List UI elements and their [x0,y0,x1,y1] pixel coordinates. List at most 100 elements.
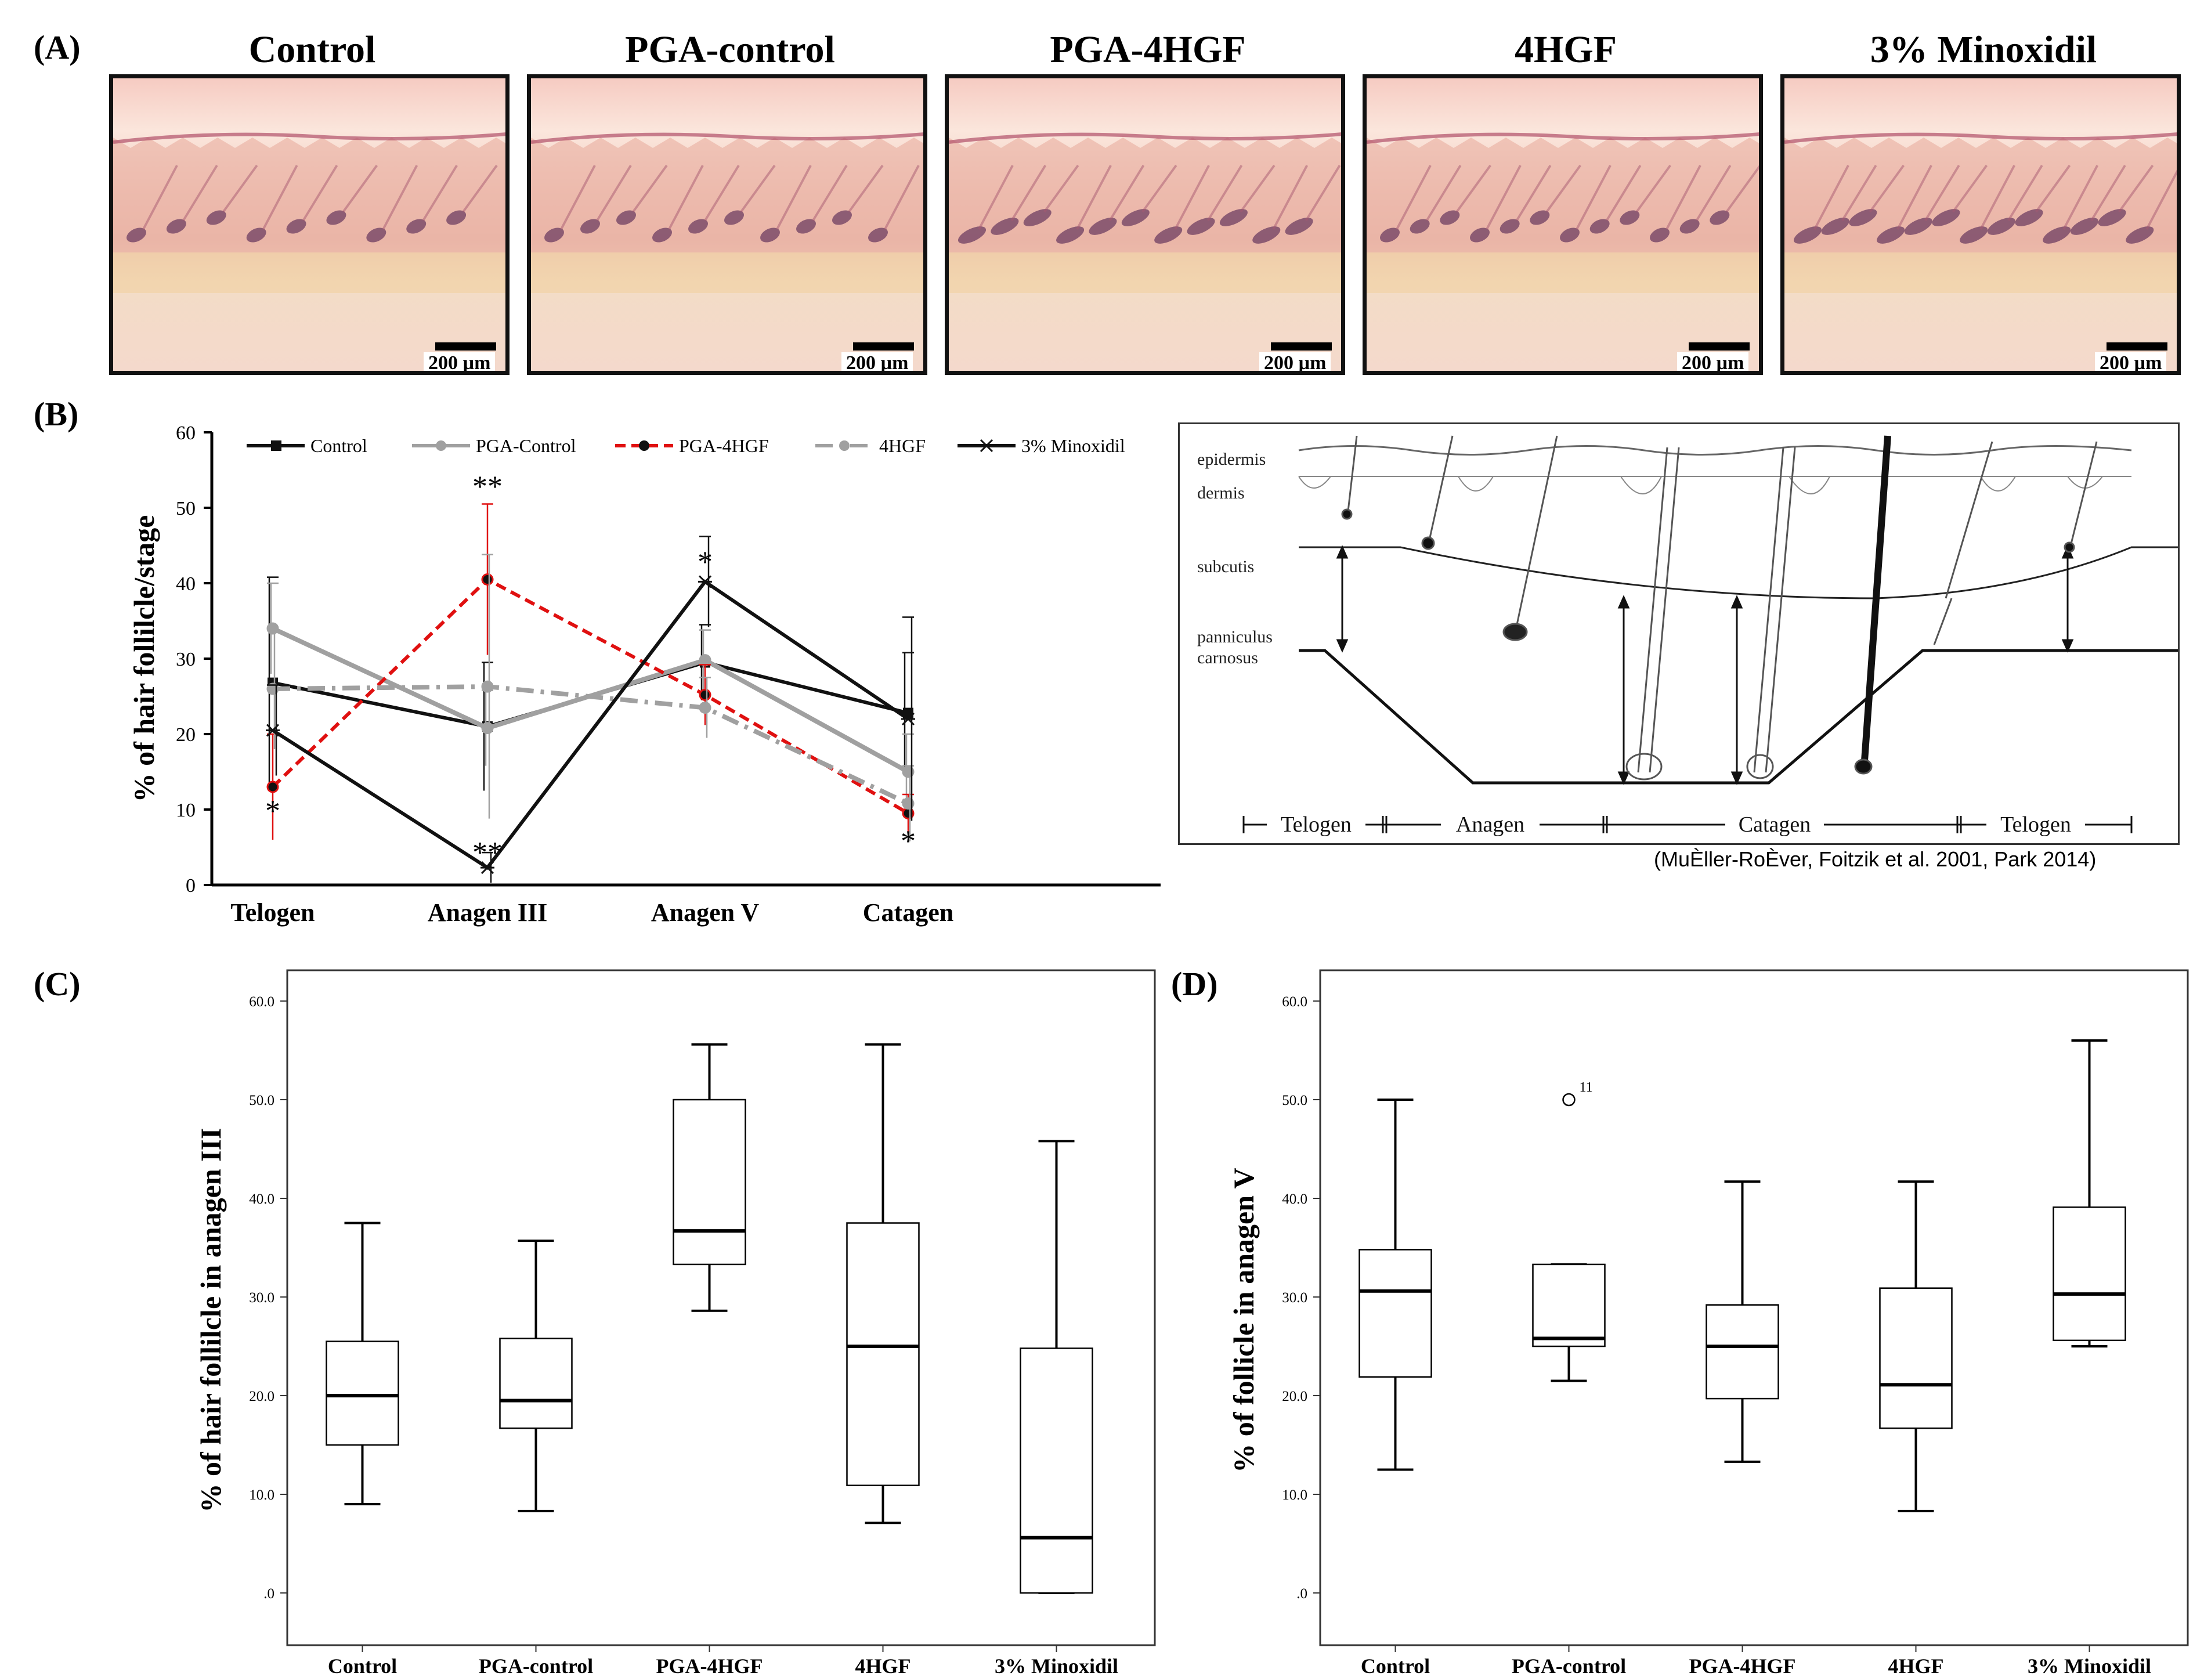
box-pga-4hgf [1706,1180,1779,1463]
follicle-shaft [596,164,632,222]
follicle-shaft [222,164,258,213]
hair-follicle [1470,227,1490,243]
y-tick-label: 30 [176,649,196,670]
follicle-shaft [1813,165,1849,230]
legend-label: 4HGF [879,435,926,456]
x-tick-label: 3% Minoxidil [2028,1654,2151,1674]
y-axis-label: % of hair follilcle/stage [128,515,160,803]
follicle-shaft [1141,164,1177,213]
significance-marker: * [265,795,280,828]
hair-follicle [1252,226,1281,244]
series-4hgf [266,554,915,841]
y-tick-label: 0 [186,875,196,897]
hair-follicle [1849,209,1877,226]
follicle-shaft [1515,164,1552,222]
box-pga-control: 11 [1532,1080,1606,1382]
y-tick-label: 10 [176,800,196,821]
follicle-shaft [1725,165,1759,213]
y-tick-label: 60 [176,422,196,444]
y-tick-label: 50 [176,498,196,519]
hair-follicle [1530,210,1550,225]
hair-follicle [1904,218,1932,235]
follicle-shaft [1108,164,1145,222]
hair-follicle [616,210,636,225]
follicle-shaft [1272,165,1309,230]
iqr-box [846,1222,920,1486]
x-tick-label: Telogen [230,898,315,927]
hair-follicle [1410,219,1430,234]
fat-band [113,252,505,293]
hair-follicle [1987,218,2015,235]
epidermis-line [531,132,923,144]
y-tick-label: .0 [1296,1586,1307,1602]
y-tick-label: 60.0 [249,994,274,1010]
hair-follicle [1620,210,1640,225]
hair-follicle [2098,209,2126,226]
data-point [901,712,915,726]
follicle-shaft [1979,165,2015,230]
significance-marker: * [698,546,713,579]
follicle-shaft [1576,165,1612,230]
dermis-band [531,138,923,252]
legend-label: PGA-4HGF [679,435,769,456]
follicle-shaft [668,165,704,230]
x-tick-label: 3% Minoxidil [995,1654,1118,1674]
follicle-shaft [1010,164,1047,222]
follicle-shaft [182,164,218,222]
hair-cycle-diagram: epidermis dermis subcutis panniculus car… [1178,422,2180,845]
hair-follicle [1440,210,1460,225]
scale-bar-label: 200 µm [424,352,496,371]
histology-title-5: 3% Minoxidil [1870,28,2097,71]
hair-follicle [796,219,816,234]
follicle-shaft [1425,164,1462,222]
x-tick-label: Catagen [863,898,953,927]
histology-image-1: 200 µm [109,74,510,375]
data-point [266,682,279,695]
scale-bar-label: 200 µm [1677,352,1749,371]
hair-follicle [832,210,852,225]
histology-image-2: 200 µm [527,74,927,375]
hair-follicle [544,227,564,243]
box-pga-control [499,1240,573,1512]
significance-marker: ** [472,471,503,504]
outlier-point [1562,1093,1576,1107]
legend-marker [839,440,850,451]
epidermis-line [1367,132,1759,144]
hair-follicle [958,226,987,244]
x-tick-label: 4HGF [855,1654,911,1674]
hair-follicle [1589,219,1610,234]
iqr-box [2053,1206,2126,1342]
follicle-shaft [1924,164,1960,222]
hair-follicle [991,218,1019,235]
legend-label: PGA-Control [476,435,576,456]
y-tick-label: .0 [263,1586,274,1602]
panel-c-label: (C) [34,965,81,1003]
follicle-shaft [2035,164,2071,213]
hair-follicle [2043,226,2071,244]
y-tick-label: 20.0 [1282,1389,1307,1404]
hair-follicle [1650,227,1670,243]
hair-follicle [1056,226,1085,244]
epidermis-line [1784,132,2177,144]
hair-follicle [1710,210,1730,225]
scale-bar [1271,342,1332,351]
histology-title-3: PGA-4HGF [1050,28,1246,71]
follicle-shaft [1545,164,1581,213]
box-4hgf [1879,1180,1953,1512]
x-tick-label: Control [1361,1654,1430,1674]
follicle-shaft [1240,164,1276,213]
x-tick-label: PGA-control [1512,1654,1626,1674]
data-point [699,688,711,701]
iqr-box [673,1099,746,1266]
iqr-box [1879,1287,1953,1429]
hair-follicle [166,219,186,234]
panel-a-label: (A) [34,28,81,66]
x-tick-label: Anagen III [428,898,548,927]
follicle-shaft [142,165,178,230]
phase-label-anagen: Anagen [1456,812,1524,837]
box-3-minoxidil [2053,1039,2126,1347]
data-point [266,781,279,793]
y-tick-label: 40 [176,573,196,595]
legend-label: Control [310,435,367,456]
iqr-box [326,1341,399,1446]
